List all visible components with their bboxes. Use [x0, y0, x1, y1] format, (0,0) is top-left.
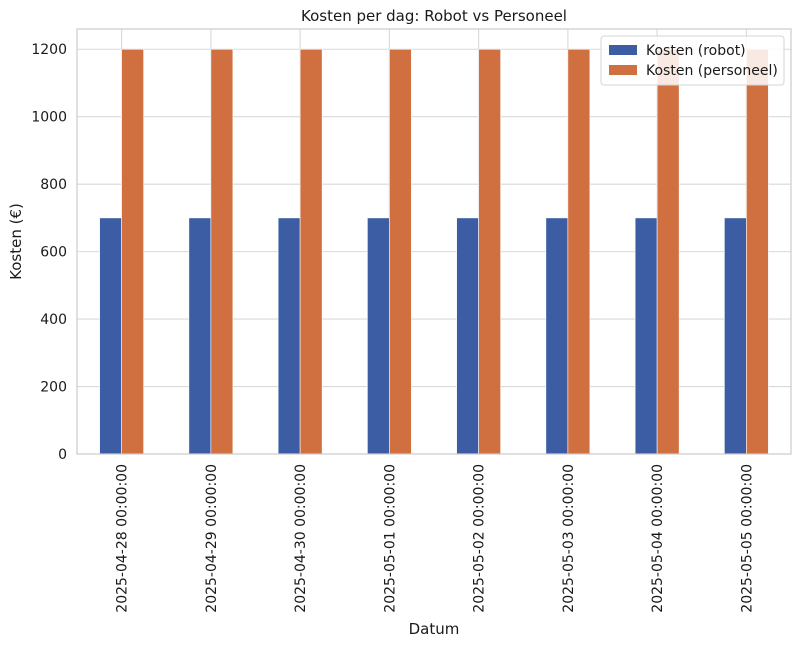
bar-personeel: [121, 48, 144, 455]
y-tick-label: 1200: [31, 42, 67, 58]
y-axis-title: Kosten (€): [7, 203, 25, 280]
x-tick-label: 2025-05-04 00:00:00: [650, 464, 666, 613]
legend: Kosten (robot) Kosten (personeel): [600, 35, 785, 86]
y-tick-label: 1000: [31, 110, 67, 126]
bar-personeel: [210, 48, 234, 455]
y-tick-labels: 0 200 400 600 800 1000 1200: [31, 42, 67, 463]
legend-label: Kosten (robot): [646, 43, 746, 59]
bar-robot: [634, 217, 658, 455]
x-tick-label: 2025-04-30 00:00:00: [293, 464, 309, 613]
legend-swatch: [609, 45, 637, 55]
x-tick-label: 2025-04-28 00:00:00: [115, 464, 131, 613]
bar-robot: [456, 217, 479, 455]
legend-swatch: [609, 65, 637, 75]
bar-personeel: [746, 48, 769, 455]
x-axis-title: Datum: [409, 620, 460, 638]
x-tick-label: 2025-05-05 00:00:00: [739, 464, 755, 613]
y-tick-label: 400: [40, 312, 67, 328]
x-tick-label: 2025-05-03 00:00:00: [561, 464, 577, 613]
bar-personeel: [299, 48, 323, 455]
bar-robot: [99, 217, 122, 455]
bar-robot: [277, 217, 301, 455]
y-tick-label: 600: [40, 245, 67, 261]
x-tick-labels: 2025-04-28 00:00:00 2025-04-29 00:00:00 20…: [115, 464, 756, 613]
x-tick-label: 2025-05-01 00:00:00: [382, 464, 398, 613]
bar-robot: [188, 217, 212, 455]
plot-frame: [76, 28, 792, 455]
legend-box: [600, 35, 785, 86]
chart-title: Kosten per dag: Robot vs Personeel: [301, 7, 567, 25]
bar-personeel: [656, 48, 680, 455]
plot-background: [77, 29, 791, 454]
bar-personeel: [478, 48, 501, 455]
bar-robot: [545, 217, 569, 455]
bars: [99, 48, 769, 455]
bar-personeel: [567, 48, 591, 455]
legend-label: Kosten (personeel): [646, 63, 778, 79]
x-tick-label: 2025-04-29 00:00:00: [204, 464, 220, 613]
y-tick-label: 800: [40, 177, 67, 193]
bar-personeel: [389, 48, 412, 455]
bar-robot: [724, 217, 747, 455]
y-tick-label: 200: [40, 380, 67, 396]
bar-robot: [367, 217, 390, 455]
y-tick-label: 0: [58, 447, 67, 463]
x-tick-label: 2025-05-02 00:00:00: [472, 464, 488, 613]
